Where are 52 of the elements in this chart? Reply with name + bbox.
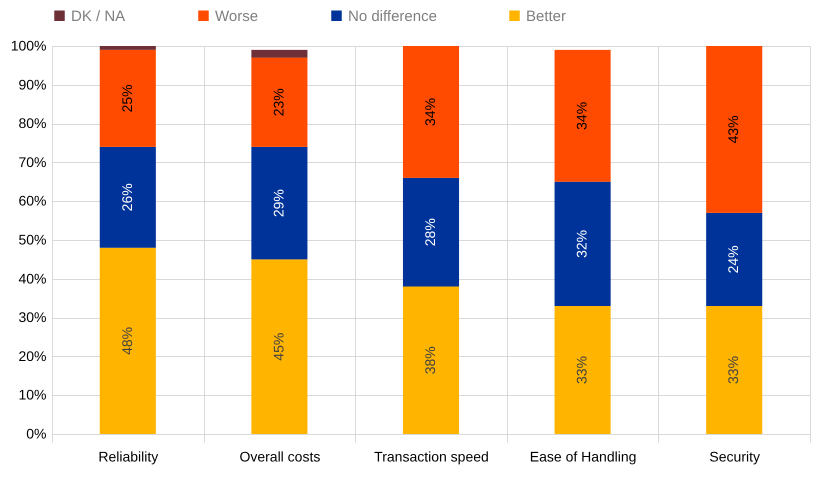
bar (100, 146, 156, 248)
data-label: 38% (422, 346, 438, 374)
x-tick-label: Transaction speed (374, 448, 489, 464)
data-label: 48% (118, 326, 135, 355)
x-tick-label: Overall costs (239, 448, 320, 464)
bar (706, 46, 762, 213)
y-tick-label: 50% (18, 232, 46, 248)
legend-label: DK / NA (71, 8, 126, 25)
data-label: 32% (574, 230, 590, 258)
x-tick-label: Reliability (98, 448, 158, 464)
y-tick-label: 40% (18, 270, 46, 286)
bar (251, 50, 308, 58)
data-label: 34% (422, 98, 438, 126)
y-tick-label: 0% (26, 426, 46, 442)
bar (251, 58, 308, 147)
y-tick-label: 90% (18, 76, 46, 92)
y-tick-label: 30% (18, 309, 46, 326)
y-tick-label: 100% (10, 38, 46, 54)
data-label: 29% (270, 189, 286, 218)
y-tick-label: 20% (18, 348, 46, 364)
data-label: 23% (270, 88, 286, 116)
data-label: 26% (118, 183, 135, 212)
bar (402, 178, 460, 287)
bar (402, 286, 460, 434)
data-label: 45% (270, 332, 286, 361)
data-label: 33% (725, 356, 742, 384)
bar (554, 182, 611, 306)
bar (100, 50, 156, 147)
y-tick-label: 80% (18, 115, 46, 132)
y-tick-label: 60% (18, 192, 46, 209)
bar (706, 306, 762, 434)
data-label: 33% (574, 356, 590, 384)
legend-label: No difference (348, 8, 437, 25)
data-label: 34% (574, 102, 590, 130)
bar (100, 248, 156, 434)
bar (554, 306, 611, 434)
bar (251, 146, 308, 260)
data-label: 43% (725, 115, 742, 144)
y-tick-label: 70% (18, 154, 46, 170)
bar (706, 212, 762, 306)
y-tick-label: 10% (18, 386, 46, 403)
x-tick-label: Security (709, 448, 760, 464)
data-label: 24% (725, 245, 742, 274)
x-tick-label: Ease of Handling (530, 448, 636, 464)
legend-label: Better (526, 8, 566, 25)
bar (402, 46, 460, 178)
data-label: 25% (118, 84, 135, 112)
legend-label: Worse (215, 8, 258, 25)
bar (554, 50, 611, 182)
data-label: 28% (422, 218, 438, 246)
bar (100, 46, 156, 50)
bar (251, 259, 308, 434)
